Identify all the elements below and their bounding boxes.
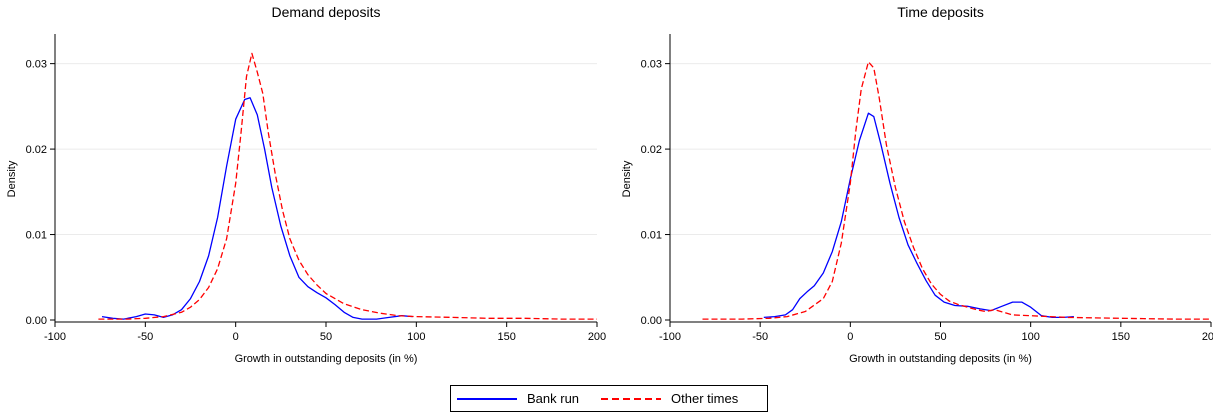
series-line-bank-run (101, 97, 413, 320)
x-axis-label: Growth in outstanding deposits (in %) (235, 353, 418, 365)
series-line-bank-run (763, 112, 1074, 319)
legend-label-other-times: Other times (671, 391, 739, 406)
x-tick-label: 50 (320, 331, 332, 343)
y-tick-label: 0.02 (26, 144, 47, 156)
x-tick-label: -50 (137, 331, 153, 343)
chart-title: Time deposits (897, 4, 984, 20)
chart-title: Demand deposits (272, 4, 381, 20)
y-tick-label: 0.00 (26, 315, 47, 327)
x-tick-label: 100 (1021, 331, 1039, 343)
legend-item-other-times: Other times (601, 391, 738, 406)
legend-item-bank-run: Bank run (457, 391, 579, 406)
legend-swatch-other-times (601, 397, 662, 400)
series-line-other-times (702, 61, 1211, 320)
series-line-other-times (98, 52, 597, 320)
legend-label-bank-run: Bank run (527, 391, 580, 406)
y-tick-label: 0.02 (641, 144, 662, 156)
x-axis-label: Growth in outstanding deposits (in %) (849, 353, 1032, 365)
legend: Bank run Other times (450, 385, 768, 412)
x-tick-label: -100 (659, 331, 681, 343)
x-tick-label: -100 (44, 331, 66, 343)
x-tick-label: 150 (497, 331, 515, 343)
chart-area: Demand deposits 0.00 0.01 0.02 0.03 -100 -50 0 5… (6, 4, 1213, 365)
y-tick-label: 0.00 (641, 315, 662, 327)
y-tick-label: 0.03 (26, 59, 47, 71)
x-tick-label: 100 (407, 331, 425, 343)
y-axis-label: Density (6, 160, 18, 197)
legend-swatch-bank-run (457, 397, 517, 400)
x-tick-label: 0 (233, 331, 239, 343)
x-tick-label: -50 (752, 331, 768, 343)
x-tick-label: 50 (934, 331, 946, 343)
y-tick-label: 0.01 (641, 230, 662, 242)
chart-panel-1: Demand deposits 0.00 0.01 0.02 0.03 -100 -50 0 5… (6, 4, 606, 365)
y-tick-label: 0.03 (641, 59, 662, 71)
x-tick-label: 0 (847, 331, 853, 343)
y-tick-label: 0.01 (26, 230, 47, 242)
x-tick-label: 200 (588, 331, 606, 343)
x-tick-label: 150 (1112, 331, 1130, 343)
y-axis-label: Density (621, 160, 633, 197)
x-tick-label: 200 (1202, 331, 1213, 343)
chart-panel-2: Time deposits 0.00 0.01 0.02 0.03 -100 -50 0 50 1… (621, 4, 1213, 365)
